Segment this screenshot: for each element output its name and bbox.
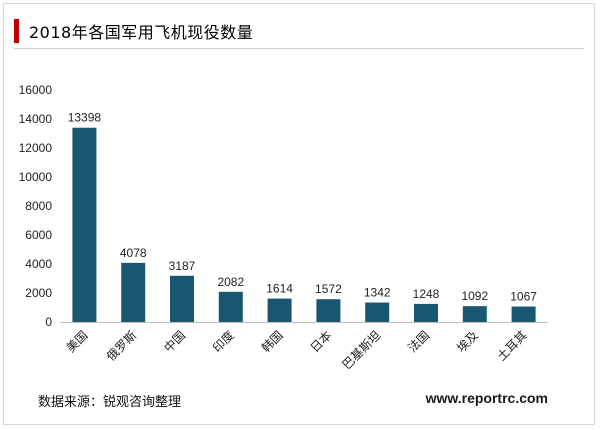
y-tick-label: 6000 <box>25 228 52 242</box>
y-tick-label: 8000 <box>25 199 52 213</box>
x-category-label: 土耳其 <box>494 328 529 363</box>
website-url: www.reportrc.com <box>425 390 548 406</box>
x-category-label: 韩国 <box>258 328 286 356</box>
title-accent-bar <box>14 19 19 43</box>
data-source-note: 数据来源：锐观咨询整理 <box>38 395 182 410</box>
bars: 13398 4078 3187 2082 1614 1572 1342 1248 1092 106… <box>68 111 537 322</box>
bar-value-label: 13398 <box>68 111 102 125</box>
bar <box>414 303 438 322</box>
bar <box>511 306 536 322</box>
x-category-label: 印度 <box>209 328 237 356</box>
bar <box>316 299 341 322</box>
x-category-label: 俄罗斯 <box>104 328 139 363</box>
x-category-label: 埃及 <box>454 328 481 355</box>
x-category-label: 巴基斯坦 <box>339 328 383 372</box>
title-divider <box>14 48 584 49</box>
y-axis: 0 2000 4000 6000 8000 10000 12000 14000 16000 <box>19 83 53 329</box>
bar <box>72 127 97 322</box>
x-category-label: 法国 <box>405 328 432 355</box>
bar <box>170 275 194 322</box>
y-tick-label: 4000 <box>25 257 52 271</box>
x-axis: 美国 俄罗斯 中国 印度 韩国 日本 巴基斯坦 法国 埃及 土耳其 <box>60 322 548 372</box>
bar <box>462 306 487 322</box>
x-category-label: 日本 <box>308 328 335 355</box>
bar-value-label: 4078 <box>120 246 147 260</box>
bar-value-label: 1067 <box>510 290 537 304</box>
bar-value-label: 1248 <box>413 287 440 301</box>
bar-value-label: 3187 <box>169 259 196 273</box>
y-tick-label: 16000 <box>19 83 53 97</box>
y-tick-label: 0 <box>45 315 52 329</box>
bar-value-label: 2082 <box>217 275 244 289</box>
chart-frame: 2018年各国军用飞机现役数量 <box>3 3 595 425</box>
bar-value-label: 1342 <box>364 286 391 300</box>
chart-title: 2018年各国军用飞机现役数量 <box>29 23 254 42</box>
y-tick-label: 10000 <box>19 170 53 184</box>
bar-value-label: 1614 <box>266 282 293 296</box>
y-tick-label: 14000 <box>19 112 53 126</box>
bar-value-label: 1572 <box>315 282 342 296</box>
bar-value-label: 1092 <box>461 289 488 303</box>
bar <box>218 291 243 322</box>
title-block: 2018年各国军用飞机现役数量 <box>14 18 253 44</box>
bar <box>365 302 390 322</box>
y-tick-label: 12000 <box>19 141 53 155</box>
x-category-label: 中国 <box>161 328 189 356</box>
bar <box>121 262 146 322</box>
x-category-label: 美国 <box>64 328 91 355</box>
bar <box>267 298 292 322</box>
y-tick-label: 2000 <box>25 286 52 300</box>
